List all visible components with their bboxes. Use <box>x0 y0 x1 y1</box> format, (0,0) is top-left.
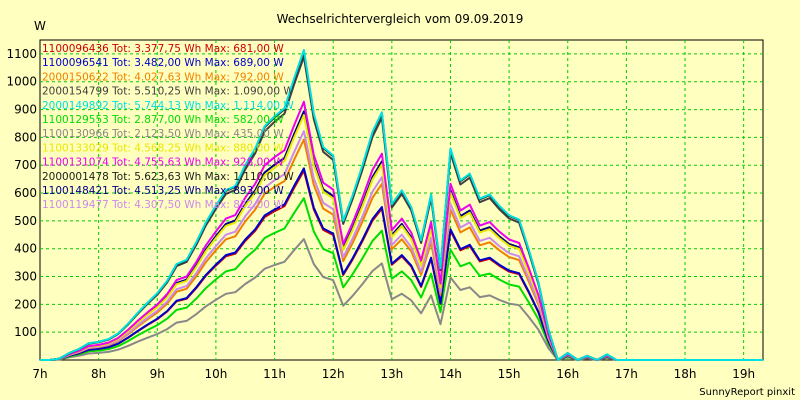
y-tick-label: 1100 <box>6 47 37 61</box>
legend-entry: 2000149892 Tot: 5.744,13 Wh Max: 1.114,0… <box>42 100 294 112</box>
y-tick-label: 200 <box>14 297 37 311</box>
y-axis-label: W <box>34 19 46 33</box>
x-tick-label: 16h <box>556 367 579 381</box>
x-tick-label: 15h <box>498 367 521 381</box>
x-tick-label: 7h <box>32 367 47 381</box>
legend-entry: 1100130966 Tot: 2.123,50 Wh Max: 435,00 … <box>42 128 284 140</box>
y-tick-label: 300 <box>14 270 37 284</box>
legend-entry: 1100119477 Tot: 4.307,50 Wh Max: 822,00 … <box>42 199 284 211</box>
legend-entry: 2000001478 Tot: 5.623,63 Wh Max: 1.110,0… <box>42 171 294 183</box>
y-tick-label: 800 <box>14 130 37 144</box>
legend-entry: 2000150622 Tot: 4.027,63 Wh Max: 792,00 … <box>42 71 284 83</box>
x-tick-label: 12h <box>322 367 345 381</box>
y-tick-label: 100 <box>14 325 37 339</box>
x-tick-label: 9h <box>150 367 165 381</box>
x-tick-label: 8h <box>91 367 106 381</box>
series-line <box>40 49 763 361</box>
y-tick-label: 1000 <box>6 75 37 89</box>
y-tick-label: 600 <box>14 186 37 200</box>
legend-entry: 2000154799 Tot: 5.510,25 Wh Max: 1.090,0… <box>42 86 294 98</box>
x-tick-label: 11h <box>263 367 286 381</box>
x-tick-label: 17h <box>615 367 638 381</box>
x-tick-label: 10h <box>204 367 227 381</box>
series-lines <box>40 49 763 361</box>
legend-entry: 1100129553 Tot: 2.877,00 Wh Max: 582,00 … <box>42 114 284 126</box>
chart-title: Wechselrichtervergleich vom 09.09.2019 <box>277 12 524 26</box>
legend-entry: 1100131074 Tot: 4.755,63 Wh Max: 928,00 … <box>42 157 284 169</box>
y-tick-label: 700 <box>14 158 37 172</box>
legend-entry: 1100148421 Tot: 4.513,25 Wh Max: 893,00 … <box>42 185 284 197</box>
legend-entry: 1100096541 Tot: 3.482,00 Wh Max: 689,00 … <box>42 57 284 69</box>
legend: 1100096436 Tot: 3.377,75 Wh Max: 681,00 … <box>42 43 294 211</box>
legend-entry: 1100096436 Tot: 3.377,75 Wh Max: 681,00 … <box>42 43 284 55</box>
x-tick-labels: 7h 8h 9h 10h 11h 12h 13h 14h 15h 16h 17h 18h 19h <box>32 367 755 381</box>
y-tick-label: 400 <box>14 242 37 256</box>
x-tick-label: 18h <box>674 367 697 381</box>
y-tick-label: 900 <box>14 103 37 117</box>
y-tick-labels: 100 200 300 400 500 600 700 800 900 1000 1100 <box>6 47 37 339</box>
x-tick-label: 19h <box>732 367 755 381</box>
x-tick-label: 13h <box>380 367 403 381</box>
x-tick-label: 14h <box>439 367 462 381</box>
grid-lines <box>40 40 763 360</box>
y-tick-label: 500 <box>14 214 37 228</box>
legend-entry: 1100133029 Tot: 4.568,25 Wh Max: 880,00 … <box>42 142 284 154</box>
footer-credit: SunnyReport pinxit <box>699 387 795 398</box>
